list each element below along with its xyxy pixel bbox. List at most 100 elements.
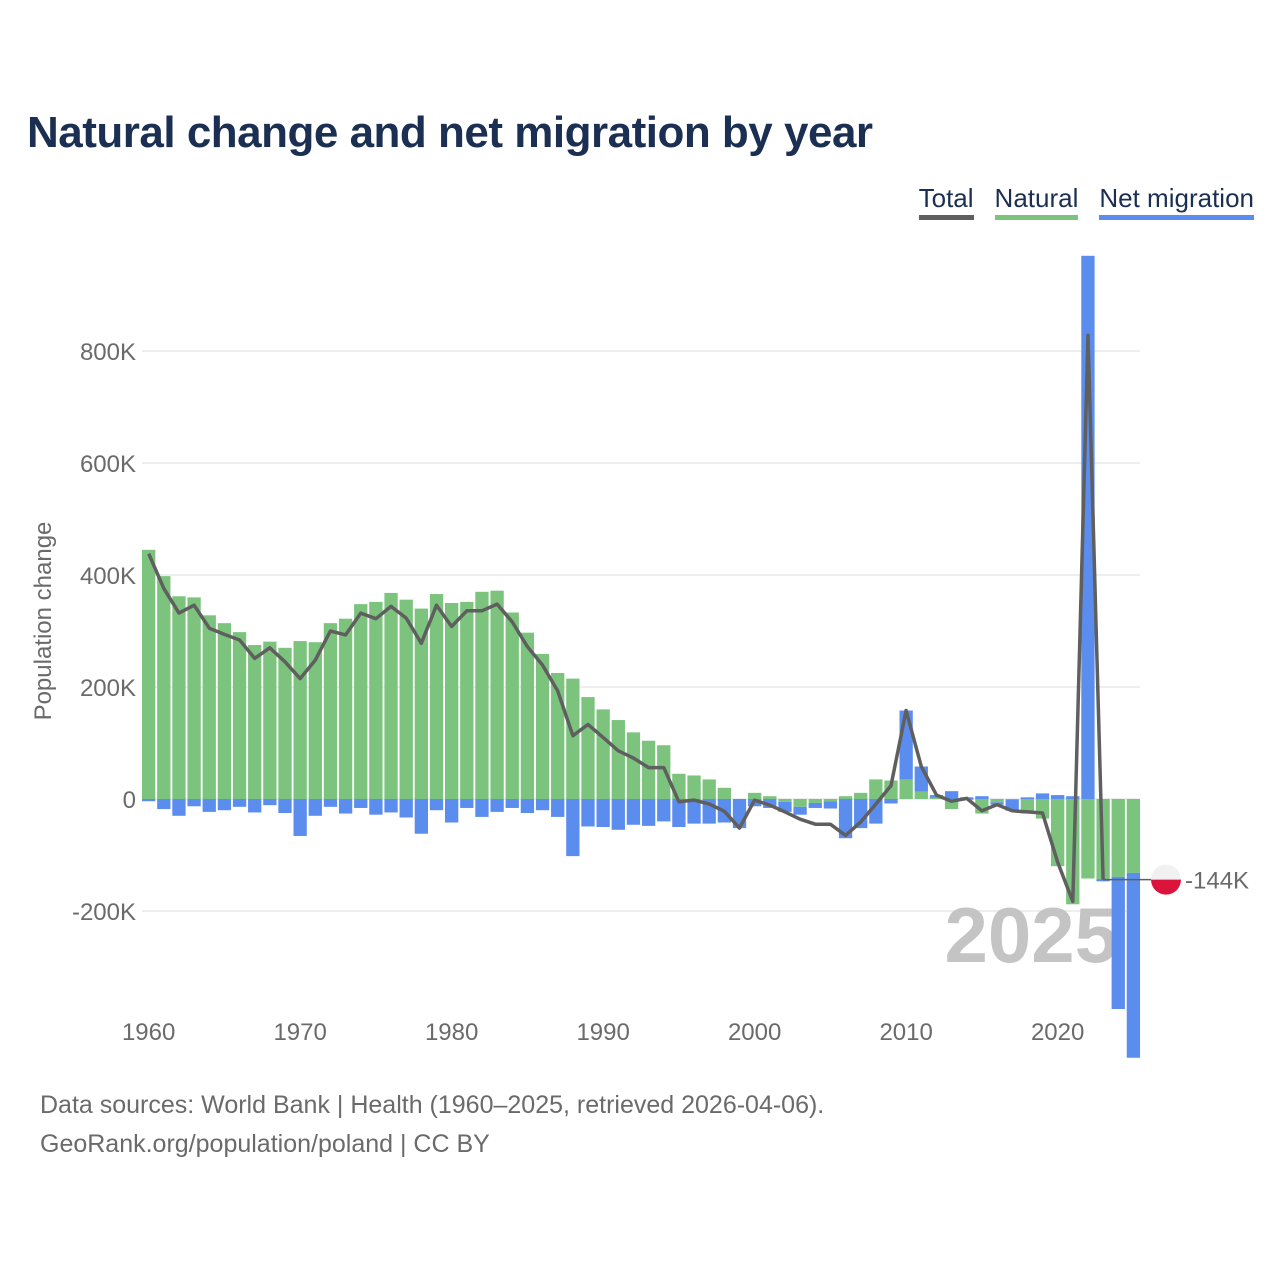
net-migration-bar	[323, 799, 338, 807]
poland-flag-top	[1151, 864, 1181, 880]
net-migration-bar	[142, 799, 156, 802]
net-migration-bar	[293, 799, 307, 836]
legend-net-migration[interactable]: Net migration	[1099, 183, 1254, 220]
net-migration-bar	[157, 799, 171, 810]
net-migration-bar	[263, 799, 277, 806]
source-line-2[interactable]: GeoRank.org/population/poland | CC BY	[40, 1130, 490, 1158]
natural-bar	[263, 641, 277, 799]
net-migration-bar	[429, 799, 444, 811]
net-migration-bar	[414, 799, 428, 834]
y-tick-label: -200K	[72, 899, 136, 926]
natural-bar	[187, 597, 201, 799]
net-migration-bar	[248, 799, 262, 813]
net-migration-bar	[384, 799, 398, 813]
natural-bar	[914, 791, 928, 799]
net-migration-bar	[475, 799, 489, 817]
natural-bar	[1081, 799, 1095, 879]
natural-bars	[142, 549, 1141, 905]
natural-bar	[808, 799, 822, 803]
y-axis-ticks: -200K 0 200K 400K 600K 800K	[72, 339, 136, 926]
y-tick-label: 400K	[80, 563, 136, 590]
natural-bar	[202, 615, 216, 799]
natural-bar	[157, 576, 171, 799]
net-migration-bar	[657, 799, 671, 822]
natural-bar	[308, 642, 322, 799]
net-migration-bar	[641, 799, 656, 826]
net-migration-bar	[884, 799, 898, 804]
net-migration-bar	[1111, 876, 1125, 1009]
natural-bar	[248, 645, 262, 799]
end-marker-group: -144K	[1103, 864, 1249, 895]
legend-total[interactable]: Total	[918, 183, 974, 220]
x-tick-label: 1960	[122, 1019, 175, 1046]
grid-lines	[142, 350, 1140, 912]
natural-bar	[1051, 799, 1065, 867]
natural-bar	[172, 596, 186, 799]
chart-title: Natural change and net migration by year	[27, 108, 873, 157]
natural-bar	[475, 591, 489, 799]
end-value-label: -144K	[1185, 868, 1249, 895]
net-migration-bar	[520, 799, 535, 813]
natural-bar	[354, 604, 368, 799]
x-tick-label: 1980	[425, 1019, 478, 1046]
natural-bar	[520, 632, 535, 799]
natural-bar	[641, 740, 656, 799]
net-migration-bar	[1126, 872, 1141, 1058]
net-migration-bar	[1051, 795, 1065, 799]
natural-bar	[611, 720, 625, 799]
natural-bar	[854, 792, 868, 799]
natural-bar	[869, 779, 883, 799]
net-migration-bar	[278, 799, 292, 813]
natural-bar	[535, 653, 550, 799]
net-migration-bar	[869, 799, 883, 824]
natural-bar	[338, 618, 353, 799]
natural-bar	[657, 745, 671, 799]
x-tick-label: 1990	[576, 1019, 629, 1046]
x-axis-ticks: 1960 1970 1980 1990 2000 2010 2020	[122, 1019, 1084, 1046]
net-migration-bar	[399, 799, 413, 818]
net-migration-bar	[778, 801, 792, 812]
net-migration-bar	[308, 799, 322, 816]
natural-bar	[1005, 799, 1019, 800]
natural-bar	[838, 796, 853, 799]
natural-bar	[1111, 799, 1125, 877]
natural-bar	[581, 697, 595, 799]
natural-bar	[278, 647, 292, 799]
natural-bar	[1126, 799, 1141, 873]
net-migration-bar	[445, 799, 459, 823]
natural-bar	[929, 797, 944, 799]
natural-bar	[823, 799, 838, 802]
y-axis-label: Population change	[30, 522, 57, 721]
legend-natural[interactable]: Natural	[994, 183, 1079, 220]
net-migration-bar	[975, 796, 989, 799]
natural-bar	[142, 549, 156, 799]
net-migration-bar	[172, 799, 186, 816]
natural-bar	[884, 780, 898, 799]
natural-bar	[460, 601, 474, 799]
net-migration-bar	[505, 799, 519, 808]
net-migration-bar	[460, 799, 474, 808]
year-watermark: 2025	[944, 891, 1118, 979]
net-migration-bar	[793, 806, 807, 815]
poland-flag-bottom	[1151, 879, 1181, 895]
net-migration-bar	[914, 766, 928, 792]
net-migration-bar	[217, 799, 232, 811]
net-migration-bar	[581, 799, 595, 827]
y-tick-label: 200K	[80, 675, 136, 702]
natural-bar	[687, 775, 701, 799]
net-migration-bar	[551, 799, 565, 817]
natural-bar	[505, 612, 519, 799]
net-migration-bar	[808, 802, 822, 808]
natural-bar	[702, 779, 716, 799]
natural-bar	[384, 592, 398, 799]
net-migration-bar	[1066, 796, 1080, 799]
net-migration-bar	[687, 799, 701, 824]
net-migration-bar	[566, 799, 580, 857]
natural-bar	[490, 590, 504, 799]
x-tick-label: 2010	[879, 1019, 932, 1046]
net-migration-bar	[1005, 799, 1019, 811]
natural-bar	[399, 599, 413, 799]
net-migration-bar	[854, 799, 868, 829]
source-line-1: Data sources: World Bank | Health (1960–…	[40, 1091, 825, 1119]
